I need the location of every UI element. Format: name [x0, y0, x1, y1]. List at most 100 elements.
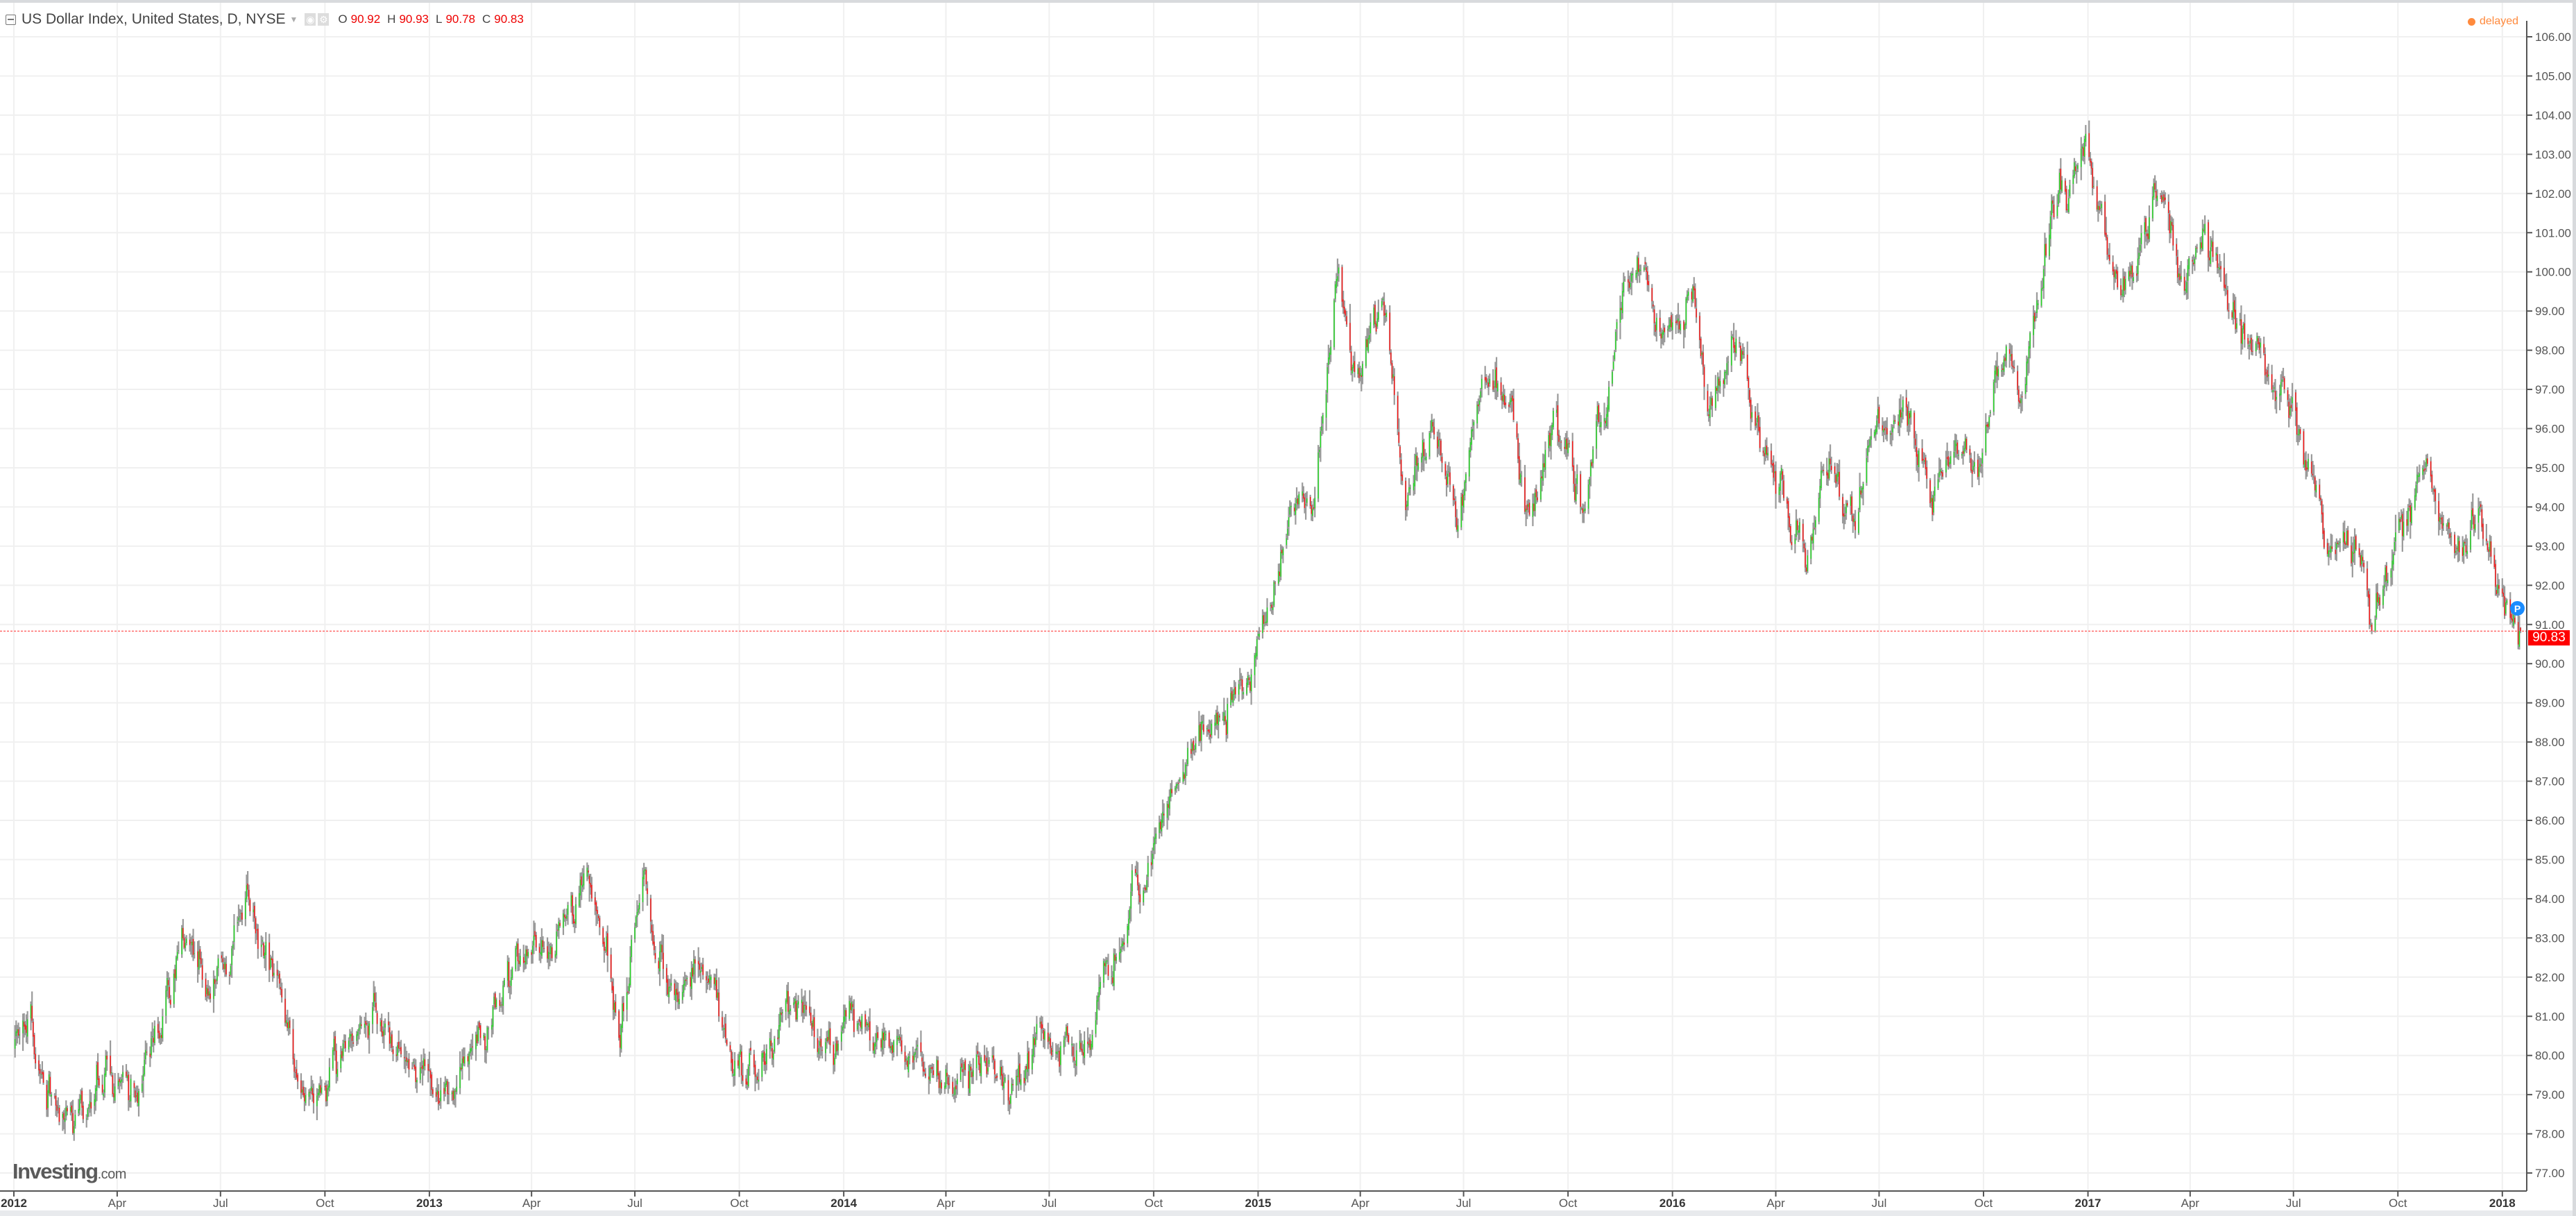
candle-body	[1028, 1051, 1030, 1070]
instrument-title[interactable]: US Dollar Index, United States, D, NYSE	[22, 11, 286, 27]
candle-body	[1073, 1056, 1075, 1061]
candle	[1905, 389, 1907, 416]
candle	[491, 1018, 493, 1038]
candle	[1286, 520, 1289, 540]
candle	[114, 1072, 116, 1104]
candle	[1406, 500, 1408, 517]
candle-body	[882, 1032, 885, 1040]
candle-body	[157, 1024, 159, 1033]
candle-body	[238, 917, 239, 921]
candle-body	[1112, 977, 1114, 983]
grid-lines	[0, 3, 2527, 1191]
candle	[1743, 346, 1745, 359]
candle	[1417, 457, 1419, 472]
candle-body	[1942, 472, 1943, 477]
navigator-scrollbar[interactable]	[0, 1210, 2573, 1216]
gear-icon[interactable]: ⚙	[318, 13, 330, 26]
candle	[1352, 355, 1354, 372]
price-marker-icon[interactable]: P	[2510, 601, 2525, 616]
candle-body	[2338, 543, 2339, 545]
x-axis[interactable]: 2012 Apr Jul Oct 2013 Apr Jul Oct 2014 Apr Jul Oct 2…	[1, 1191, 2516, 1210]
candle-body	[1664, 328, 1665, 332]
candle	[1297, 495, 1299, 509]
candle	[1764, 439, 1766, 462]
candle-body	[1986, 424, 1988, 427]
candle-body	[844, 1010, 846, 1022]
candle	[280, 978, 282, 995]
candle	[151, 1022, 153, 1047]
candle-body	[327, 1086, 329, 1090]
candle-body	[809, 1006, 810, 1013]
candle-body	[2045, 244, 2047, 256]
candle	[1977, 453, 1979, 480]
candle-body	[2386, 566, 2387, 582]
candle	[1852, 513, 1854, 533]
candle-body	[1087, 1041, 1089, 1045]
candle-body	[1209, 734, 1211, 737]
candle-body	[2233, 300, 2235, 312]
candle	[42, 1070, 44, 1085]
x-tick-label: Oct	[730, 1197, 749, 1210]
candle-body	[2169, 214, 2171, 234]
candle-body	[2026, 361, 2027, 385]
candle-body	[1954, 440, 1956, 451]
candle	[1931, 494, 1934, 521]
candle-body	[574, 921, 576, 924]
candle-body	[1544, 450, 1546, 470]
candle	[1635, 270, 1637, 280]
candle-body	[1756, 423, 1757, 425]
candle-body	[1929, 480, 1931, 504]
candle	[1687, 288, 1689, 301]
candle-body	[173, 973, 175, 1004]
candle	[411, 1062, 413, 1070]
candle-body	[58, 1108, 60, 1122]
candle-body	[1583, 509, 1585, 512]
candle	[356, 1031, 358, 1046]
candle	[868, 1016, 870, 1031]
candle	[1823, 464, 1825, 476]
candle-body	[2462, 547, 2464, 556]
candle	[1392, 366, 1394, 381]
candle	[359, 1015, 361, 1035]
candle	[2274, 379, 2276, 409]
x-tick-label: 2012	[1, 1197, 27, 1210]
dropdown-caret-icon[interactable]: ▼	[289, 15, 298, 24]
candle-body	[869, 1021, 871, 1041]
candle	[2203, 223, 2205, 233]
candle	[737, 1054, 740, 1069]
candle	[58, 1105, 60, 1126]
candle-body	[692, 968, 694, 977]
candle	[1988, 415, 1990, 430]
candle-body	[1274, 582, 1276, 584]
candle	[515, 941, 518, 957]
candle	[196, 941, 199, 983]
candle-body	[293, 1058, 295, 1072]
candle-body	[826, 1038, 828, 1042]
candle	[1868, 439, 1870, 453]
candle-body	[582, 884, 583, 888]
candle	[160, 1028, 162, 1044]
candle-body	[1194, 748, 1195, 750]
candle-body	[1581, 508, 1583, 509]
visibility-icon[interactable]: ◉	[305, 13, 316, 26]
candle-body	[962, 1069, 964, 1072]
collapse-icon[interactable]	[6, 14, 16, 25]
candle-body	[661, 945, 663, 953]
candle	[477, 1021, 479, 1044]
candle-body	[2463, 542, 2464, 556]
candle-body	[778, 1024, 780, 1039]
candle	[2303, 453, 2306, 471]
candle	[1818, 492, 1820, 525]
candle-body	[2495, 564, 2496, 587]
candle	[2366, 561, 2369, 597]
candle-body	[2108, 255, 2110, 261]
candle-body	[1424, 458, 1426, 459]
y-axis[interactable]: 106.00105.00104.00103.00102.00101.00100.…	[2527, 31, 2571, 1180]
candle	[1361, 361, 1364, 385]
candle	[1830, 457, 1832, 474]
candle	[2199, 237, 2201, 255]
candle-body	[937, 1060, 939, 1076]
candle	[1191, 741, 1193, 761]
candle-body	[1807, 555, 1809, 572]
